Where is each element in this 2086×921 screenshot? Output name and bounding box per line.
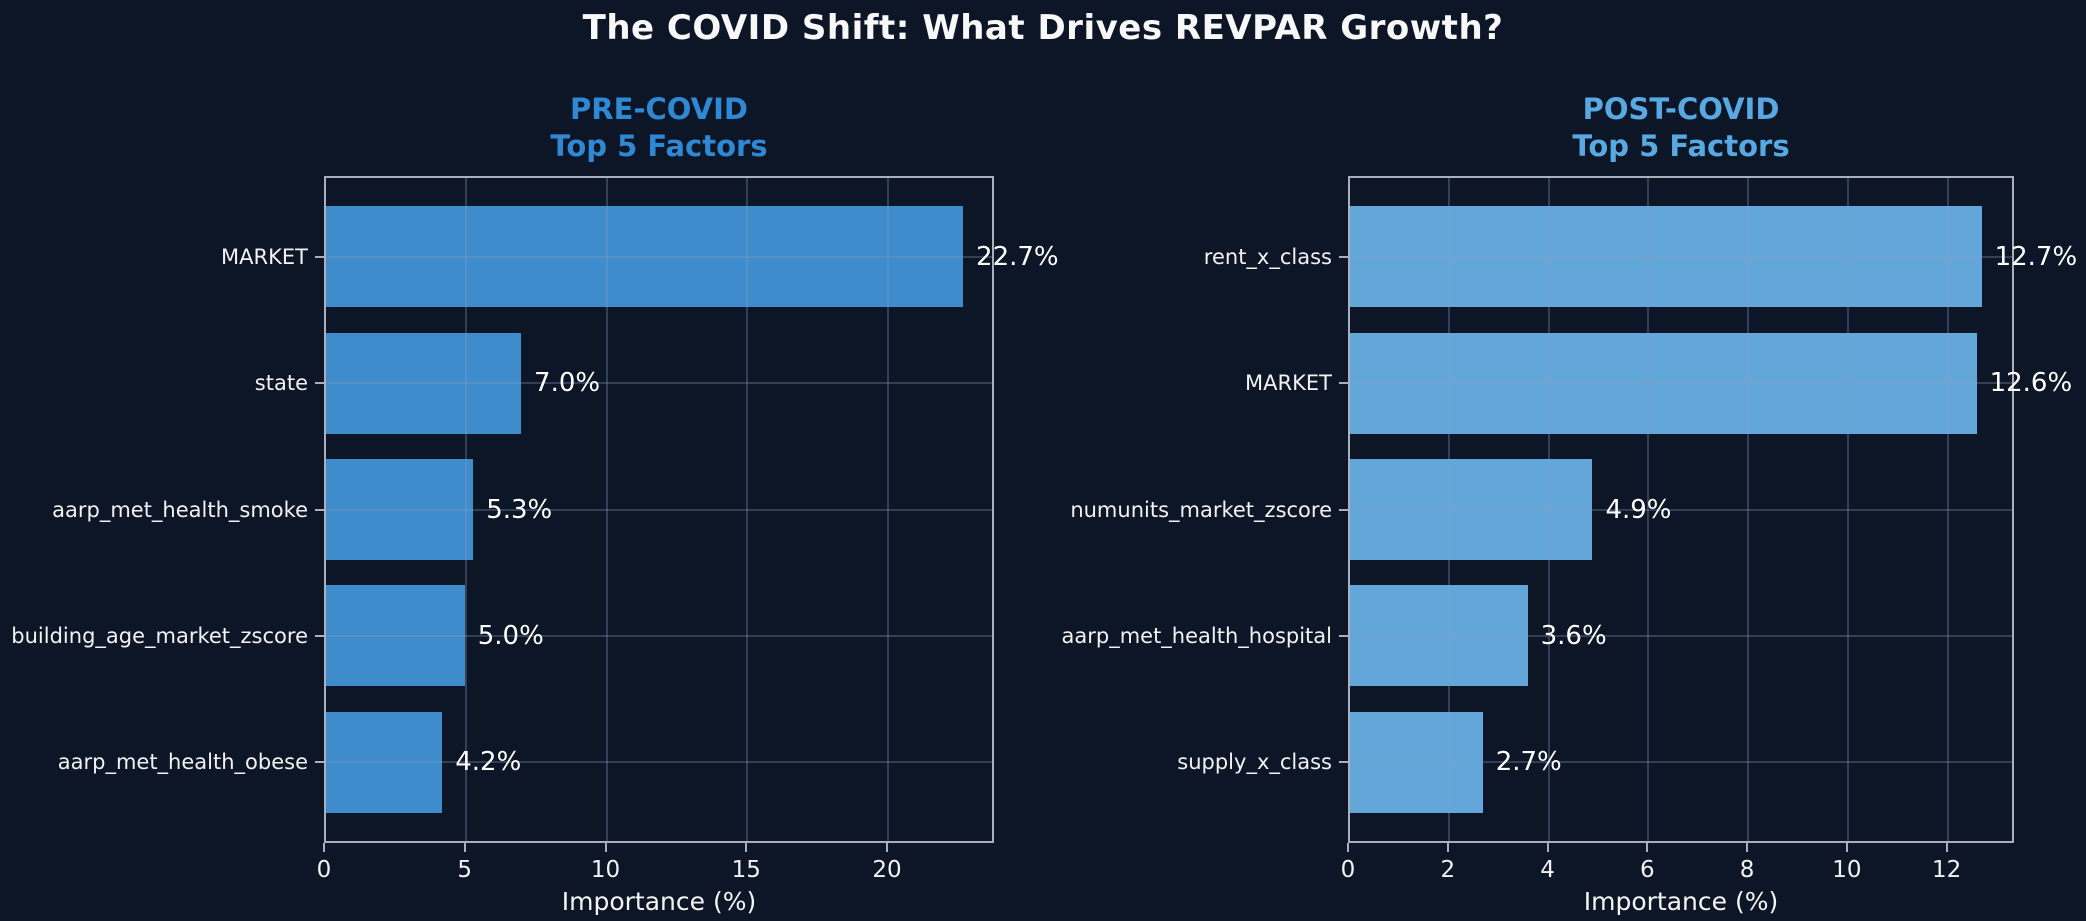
bar-value-label: 3.6%: [1540, 620, 1607, 651]
x-tick-mark: [1347, 843, 1349, 852]
y-tick-label: aarp_met_health_smoke: [52, 497, 308, 522]
y-tick-label: state: [254, 371, 308, 396]
y-gridline: [324, 634, 994, 637]
x-tick-mark: [1746, 843, 1749, 852]
bar-value-label: 4.9%: [1605, 494, 1672, 525]
y-tick-label: numunits_market_zscore: [1070, 497, 1332, 522]
y-gridline: [1348, 508, 2014, 511]
bar-value-label: 2.7%: [1495, 747, 1562, 778]
x-tick-label: 5: [457, 857, 473, 883]
x-tick-mark: [323, 843, 325, 852]
x-tick-mark: [463, 843, 466, 852]
y-gridline: [324, 508, 994, 511]
x-tick-mark: [604, 843, 607, 852]
x-gridline: [746, 176, 749, 843]
x-tick-mark: [1546, 843, 1549, 852]
x-tick-label: 12: [1932, 857, 1962, 883]
post-covid-chart: POST-COVID Top 5 Factors Importance (%) …: [1062, 92, 2078, 916]
x-axis-label: Importance (%): [561, 887, 757, 916]
bar: [324, 458, 474, 561]
y-tick-mark: [315, 508, 324, 511]
y-tick-mark: [1339, 255, 1348, 258]
bar: [1348, 585, 1528, 687]
y-tick-mark: [315, 761, 324, 764]
bar-value-label: 12.6%: [1989, 368, 2073, 399]
bar: [1348, 458, 1593, 561]
x-tick-label: 20: [872, 857, 902, 883]
x-gridline: [1946, 176, 1949, 843]
x-gridline: [1447, 176, 1450, 843]
bar: [324, 585, 465, 687]
x-gridline: [605, 176, 608, 843]
y-tick-label: MARKET: [1245, 371, 1332, 396]
x-gridline: [887, 176, 890, 843]
x-tick-label: 8: [1739, 857, 1755, 883]
figure-title: The COVID Shift: What Drives REVPAR Grow…: [582, 8, 1504, 48]
x-tick-label: 10: [1832, 857, 1862, 883]
bar: [1348, 206, 1982, 308]
bar: [324, 332, 522, 434]
y-gridline: [1348, 634, 2014, 637]
bar-value-label: 4.2%: [455, 747, 522, 778]
x-tick-mark: [1945, 843, 1948, 852]
y-tick-mark: [315, 634, 324, 637]
bar: [1348, 332, 1977, 434]
y-tick-label: building_age_market_zscore: [11, 623, 308, 648]
x-tick-label: 0: [1340, 857, 1356, 883]
x-gridline: [1846, 176, 1849, 843]
y-tick-mark: [1339, 761, 1348, 764]
x-tick-mark: [1646, 843, 1649, 852]
bar-value-label: 5.0%: [477, 620, 544, 651]
bar-value-label: 7.0%: [534, 368, 601, 399]
x-gridline: [1647, 176, 1650, 843]
y-gridline: [324, 255, 994, 258]
y-gridline: [1348, 761, 2014, 764]
x-tick-label: 0: [316, 857, 332, 883]
x-tick-label: 4: [1540, 857, 1555, 883]
bar-value-label: 12.7%: [1994, 241, 2078, 272]
y-tick-label: supply_x_class: [1177, 750, 1332, 775]
x-axis-label: Importance (%): [1583, 887, 1779, 916]
post-covid-subplot-title: POST-COVID Top 5 Factors: [1572, 91, 1790, 164]
x-tick-label: 10: [590, 857, 621, 883]
y-gridline: [324, 761, 994, 764]
y-tick-mark: [1339, 382, 1348, 385]
bar-value-label: 22.7%: [976, 241, 1059, 272]
y-tick-label: aarp_met_health_hospital: [1061, 623, 1333, 648]
pre-covid-chart: PRE-COVID Top 5 Factors Importance (%) 0…: [11, 92, 1058, 916]
y-gridline: [1348, 255, 2014, 258]
x-tick-mark: [886, 843, 889, 852]
x-tick-label: 2: [1440, 857, 1456, 883]
y-tick-label: rent_x_class: [1203, 244, 1332, 269]
x-tick-mark: [745, 843, 748, 852]
x-tick-label: 15: [731, 857, 761, 883]
y-tick-label: aarp_met_health_obese: [57, 750, 308, 775]
y-tick-mark: [1339, 634, 1348, 637]
y-tick-mark: [315, 255, 324, 258]
bar: [1348, 711, 1483, 813]
y-tick-label: MARKET: [221, 244, 308, 269]
x-tick-mark: [1845, 843, 1848, 852]
bar: [324, 711, 443, 813]
x-gridline: [1747, 176, 1750, 843]
y-tick-mark: [315, 382, 324, 385]
bar-value-label: 5.3%: [486, 494, 553, 525]
y-tick-mark: [1339, 508, 1348, 511]
y-gridline: [1348, 382, 2014, 385]
x-tick-label: 6: [1639, 857, 1655, 883]
x-gridline: [1547, 176, 1550, 843]
y-gridline: [324, 382, 994, 385]
pre-covid-subplot-title: PRE-COVID Top 5 Factors: [550, 91, 768, 164]
x-gridline: [464, 176, 467, 843]
x-tick-mark: [1446, 843, 1449, 852]
bar: [324, 206, 964, 308]
